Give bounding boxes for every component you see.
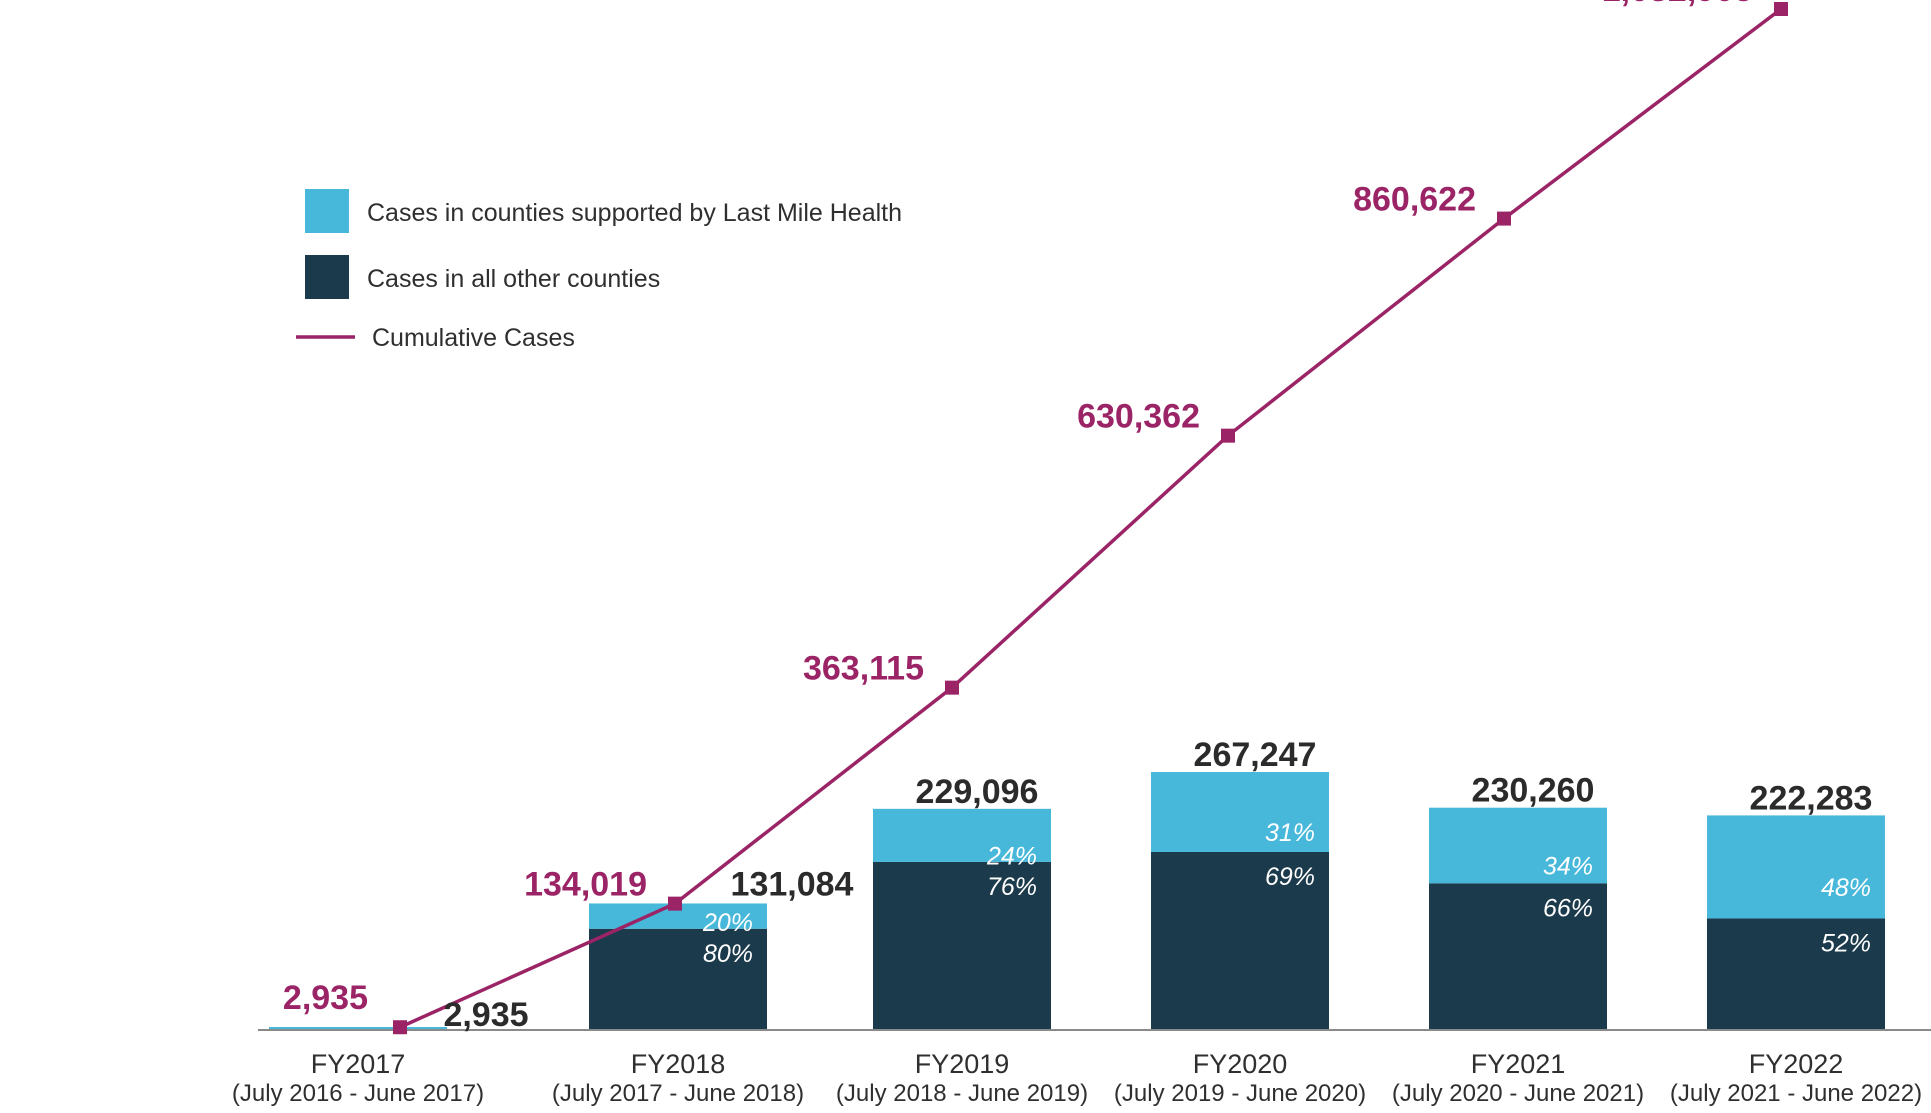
- x-subtitle-fy2017: (July 2016 - June 2017): [232, 1080, 484, 1107]
- total-label-fy2021: 230,260: [1472, 772, 1595, 810]
- cumulative-label-fy2017: 2,935: [283, 979, 368, 1017]
- pct-label-lmh-fy2018: 20%: [702, 909, 753, 937]
- cumulative-marker-fy2022: [1774, 2, 1788, 16]
- cumulative-label-fy2020: 630,362: [1077, 398, 1200, 436]
- cumulative-label-fy2021: 860,622: [1353, 181, 1476, 219]
- x-subtitle-fy2021: (July 2020 - June 2021): [1392, 1080, 1644, 1107]
- pct-label-other-fy2020: 69%: [1265, 863, 1315, 891]
- x-axis-labels: FY2017(July 2016 - June 2017)FY2018(July…: [232, 1049, 1922, 1107]
- pct-label-lmh-fy2020: 31%: [1265, 819, 1315, 847]
- bar-other-fy2022: [1707, 918, 1885, 1030]
- pct-label-other-fy2019: 76%: [987, 873, 1037, 901]
- cumulative-marker-fy2020: [1221, 428, 1235, 443]
- bars-layer: [269, 772, 1885, 1030]
- cumulative-marker-fy2021: [1497, 211, 1511, 226]
- cumulative-line: [399, 7, 1783, 1029]
- bar-lmh-fy2020: [1151, 772, 1329, 852]
- x-subtitle-fy2022: (July 2021 - June 2022): [1670, 1080, 1922, 1107]
- x-tick-fy2018: FY2018: [631, 1049, 726, 1079]
- legend-swatch-0: [305, 189, 349, 233]
- legend: Cases in counties supported by Last Mile…: [296, 189, 902, 352]
- pct-label-other-fy2018: 80%: [703, 940, 753, 968]
- bar-lmh-fy2019: [873, 808, 1051, 862]
- pct-label-lmh-fy2021: 34%: [1543, 852, 1593, 880]
- total-label-fy2019: 229,096: [916, 773, 1039, 811]
- total-label-fy2017: 2,935: [443, 996, 528, 1034]
- total-label-fy2022: 222,283: [1750, 779, 1873, 817]
- total-label-fy2020: 267,247: [1194, 736, 1317, 774]
- pct-label-lmh-fy2019: 24%: [986, 842, 1037, 870]
- x-tick-fy2017: FY2017: [311, 1049, 406, 1079]
- bar-other-fy2020: [1151, 851, 1329, 1030]
- pct-label-other-fy2022: 52%: [1821, 929, 1871, 957]
- total-label-fy2018: 131,084: [731, 865, 854, 903]
- legend-label-2: Cumulative Cases: [372, 324, 575, 352]
- pct-label-other-fy2021: 66%: [1543, 894, 1593, 922]
- legend-swatch-1: [305, 255, 349, 299]
- x-subtitle-fy2018: (July 2017 - June 2018): [552, 1080, 804, 1107]
- bar-fy2017: [269, 1027, 447, 1030]
- labels-layer: 2,935 20% 80% 131,084 24% 76% 229,096 31% 69% 267…: [283, 0, 1873, 1034]
- bar-lmh-fy2021: [1429, 807, 1607, 884]
- x-tick-fy2020: FY2020: [1193, 1049, 1288, 1079]
- bar-other-fy2019: [873, 861, 1051, 1030]
- bar-other-fy2021: [1429, 883, 1607, 1030]
- x-subtitle-fy2019: (July 2018 - June 2019): [836, 1080, 1088, 1107]
- cumulative-marker-fy2019: [945, 680, 959, 695]
- cumulative-label-fy2022: 1,082,905: [1602, 0, 1753, 9]
- x-subtitle-fy2020: (July 2019 - June 2020): [1114, 1080, 1366, 1107]
- cumulative-label-fy2018: 134,019: [524, 866, 647, 904]
- cumulative-marker-fy2018: [668, 896, 682, 911]
- legend-label-1: Cases in all other counties: [367, 265, 660, 293]
- bar-other-fy2018: [589, 928, 767, 1030]
- cumulative-label-fy2019: 363,115: [803, 650, 924, 688]
- bar-lmh-fy2022: [1707, 815, 1885, 919]
- x-tick-fy2022: FY2022: [1749, 1049, 1844, 1079]
- cumulative-line-layer: [393, 2, 1788, 1035]
- legend-label-0: Cases in counties supported by Last Mile…: [367, 199, 902, 227]
- cumulative-marker-fy2017: [393, 1020, 407, 1035]
- pct-label-lmh-fy2022: 48%: [1821, 874, 1871, 902]
- x-tick-fy2019: FY2019: [915, 1049, 1010, 1079]
- x-tick-fy2021: FY2021: [1471, 1049, 1566, 1079]
